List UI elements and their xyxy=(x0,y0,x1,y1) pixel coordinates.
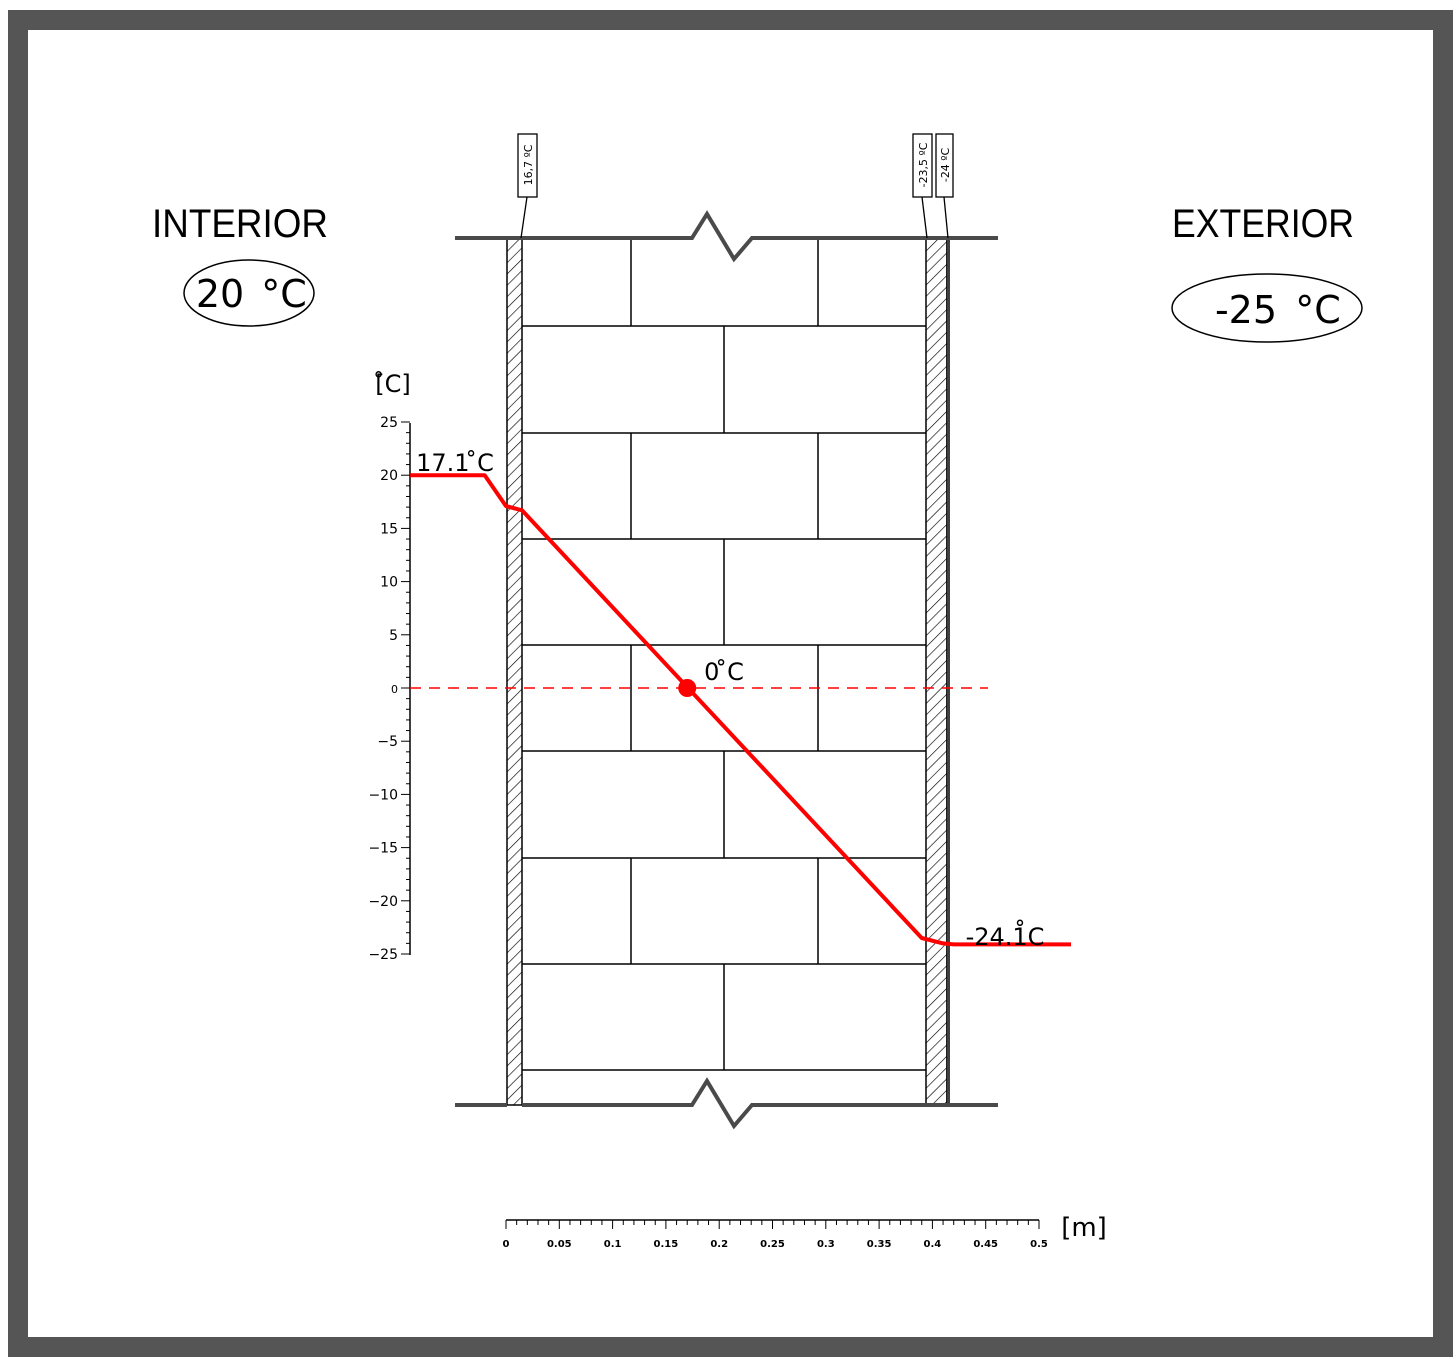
x-tick-label: 0.1 xyxy=(604,1239,622,1250)
page-frame xyxy=(8,10,1453,1357)
temperature-profile-line xyxy=(410,473,1071,947)
surface-tag-outer-surface: -24 ºC xyxy=(935,133,954,239)
exterior-temp-unit: °C xyxy=(1295,288,1341,332)
x-tick-label: 0.35 xyxy=(867,1239,892,1250)
surface-tag-outer-plaster: -23,5 ºC xyxy=(912,133,933,239)
y-tick-label: −25 xyxy=(368,947,398,963)
y-tick-label: −15 xyxy=(368,841,398,857)
y-tick-label: 10 xyxy=(380,575,398,591)
interior-title: INTERIOR xyxy=(152,202,328,246)
y-tick-label: 0 xyxy=(391,683,398,696)
svg-text:-23,5 ºC: -23,5 ºC xyxy=(917,142,930,187)
interior-temp-value: 20 xyxy=(196,272,244,316)
top-break-line xyxy=(455,210,998,263)
masonry-blocks xyxy=(522,238,926,1071)
svg-text:16,7 ºC: 16,7 ºC xyxy=(522,144,535,185)
exterior-title: EXTERIOR xyxy=(1172,202,1354,246)
y-tick-label: 5 xyxy=(389,628,398,644)
x-tick-label: 0.3 xyxy=(817,1239,835,1250)
y-tick-label: 25 xyxy=(380,415,398,431)
y-axis-unit: [̊C] xyxy=(375,370,411,398)
y-tick-label: −5 xyxy=(377,734,398,750)
outer-finish-layer xyxy=(946,237,950,1106)
x-tick-label: 0 xyxy=(503,1239,510,1250)
bottom-break-line-main xyxy=(522,1077,998,1130)
x-tick-label: 0.15 xyxy=(654,1239,679,1250)
distance-axis: 0 0.05 0.1 0.15 0.2 0.25 0.3 0.35 0.4 0.45 0.5 xyxy=(503,1219,1048,1250)
y-tick-label: 20 xyxy=(380,468,398,484)
temperature-profile xyxy=(410,473,1071,947)
surface-tag-inner: 16,7 ºC xyxy=(517,133,538,239)
x-tick-label: 0.25 xyxy=(760,1239,785,1250)
y-tick-label: −10 xyxy=(368,787,398,803)
inner-plaster-layer xyxy=(506,237,523,1106)
temperature-axis: 25 20 15 10 5 0 −5 −10 −15 −20 −25 xyxy=(368,415,411,963)
interior-temp-unit: °C xyxy=(261,272,307,316)
x-axis-unit: [m] xyxy=(1061,1213,1107,1243)
exterior-temp-value: -25 xyxy=(1215,288,1277,332)
outer-plaster-layer xyxy=(925,237,948,1106)
svg-text:-24 ºC: -24 ºC xyxy=(939,148,952,183)
x-tick-label: 0.5 xyxy=(1030,1239,1048,1250)
y-tick-label: 15 xyxy=(380,521,398,537)
x-tick-label: 0.45 xyxy=(973,1239,998,1250)
zero-point-label: 0 ̊C xyxy=(704,658,744,686)
x-tick-label: 0.05 xyxy=(547,1239,572,1250)
interior-surface-temp-label: 17.1 ̊C xyxy=(416,449,494,477)
zero-crossing-point xyxy=(678,679,697,697)
x-tick-label: 0.2 xyxy=(710,1239,728,1250)
exterior-temp-ellipse xyxy=(1171,273,1363,343)
x-tick-label: 0.4 xyxy=(924,1239,942,1250)
y-tick-label: −20 xyxy=(368,894,398,910)
interior-temp-ellipse xyxy=(183,259,315,327)
exterior-surface-temp-label: -24.1̊C xyxy=(966,919,1045,951)
